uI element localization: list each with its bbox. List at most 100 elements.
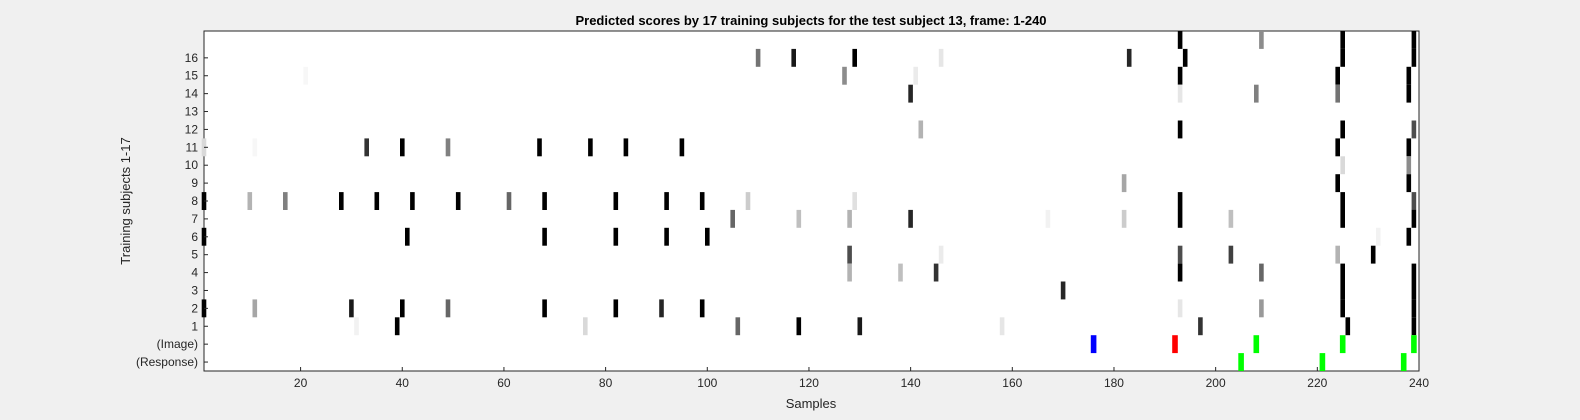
heatmap-cell [1335,66,1340,85]
image-event-mark [1090,335,1097,354]
heatmap-cell [1340,120,1345,139]
heatmap-cell [679,138,685,157]
heatmap-cell [1259,263,1264,282]
heatmap-cell [374,192,380,210]
heatmap-cell [252,138,258,157]
heatmap-cell [1177,66,1183,85]
heatmap-cell [796,209,802,228]
heatmap-cell [898,263,903,282]
heatmap-cell [1340,31,1345,49]
chart-title: Predicted scores by 17 training subjects… [575,13,1046,28]
heatmap-cell [847,245,852,264]
heatmap-cell [1177,31,1183,49]
heatmap-cell [1335,138,1340,157]
heatmap-cell [1406,66,1412,85]
heatmap-cell [613,299,619,318]
heatmap-cell [664,192,669,210]
heatmap-cell [583,317,588,336]
x-axis: 20 40 60 80 100 120 140 160 180 200 220 240 [294,367,1429,390]
heatmap-cell [364,138,369,157]
heatmap-cell [537,138,542,157]
x-tick-label: 240 [1409,376,1429,390]
heatmap-cell [1177,299,1183,318]
heatmap-cell [410,192,415,210]
heatmap-cell [623,138,629,157]
heatmap-cell [852,192,857,210]
heatmap-cell [999,317,1005,336]
heatmap-cell [1254,84,1259,103]
heatmap-cell [1340,156,1345,175]
heatmap-cell [1406,227,1412,246]
heatmap-cell [400,299,405,318]
heatmap-cell [1228,209,1234,228]
heatmap-cell [908,209,913,228]
response-event-mark [1319,353,1326,371]
heatmap-cell [1340,263,1345,282]
y-tick-label: 1 [191,319,198,333]
heatmap-cell [705,227,710,246]
y-tick-label: 5 [191,248,198,262]
heatmap-cell [664,227,669,246]
heatmap-cell [1177,263,1183,282]
heatmap-cell [1411,317,1417,336]
x-tick-label: 200 [1206,376,1226,390]
y-tick-label: 13 [185,105,199,119]
heatmap-cell [1177,209,1183,228]
heatmap-cell [938,245,944,264]
heatmap-cell [1406,138,1412,157]
heatmap-cell [1177,84,1183,103]
heatmap-cell [659,299,664,318]
heatmap-cell [445,138,451,157]
y-tick-label: 8 [191,194,198,208]
heatmap-cell [1060,281,1066,300]
heatmap-cell [852,48,857,67]
x-tick-label: 180 [1104,376,1124,390]
heatmap-cell [1121,174,1127,193]
heatmap-cell [735,317,741,336]
heatmap-cell [1126,48,1132,67]
heatmap-cell [252,299,258,318]
x-tick-label: 220 [1307,376,1327,390]
heatmap-cell [354,317,359,336]
x-tick-label: 60 [497,376,511,390]
heatmap-cell [755,48,761,67]
y-tick-label: 9 [191,176,198,190]
heatmap-cell [1411,209,1417,228]
heatmap-cell [699,299,705,318]
x-tick-label: 160 [1002,376,1022,390]
y-tick-label: 16 [185,51,199,65]
heatmap-cell [1406,156,1412,175]
heatmap-cell [857,317,863,336]
heatmap-cell [913,66,918,85]
heatmap-cell [1259,31,1264,49]
heatmap-marks [201,31,1417,371]
image-event-mark [1411,335,1417,354]
heatmap-cell [1259,299,1264,318]
y-tick-label: (Response) [136,355,198,369]
y-tick-label: 6 [191,230,198,244]
y-tick-label: 7 [191,212,198,226]
y-tick-label: 11 [186,140,199,154]
heatmap-cell [1411,281,1417,300]
heatmap-cell [445,299,451,318]
heatmap-cell [455,192,461,210]
image-event-mark [1172,335,1178,354]
heatmap-cell [699,192,705,210]
heatmap-cell [613,192,619,210]
heatmap-cell [613,227,619,246]
x-axis-label: Samples [786,396,837,411]
heatmap-cell [1177,120,1183,139]
response-event-mark [1400,353,1407,371]
heatmap-cell [303,66,308,85]
heatmap-cell [730,209,735,228]
heatmap-cell [542,227,547,246]
heatmap-cell [247,192,253,210]
y-tick-label: 3 [191,283,198,297]
heatmap-cell [1411,192,1417,210]
heatmap-cell [1340,209,1345,228]
heatmap-cell [1198,317,1203,336]
heatmap-cell [1340,299,1345,318]
y-axis-label: Training subjects 1-17 [118,137,133,264]
heatmap-cell [745,192,751,210]
